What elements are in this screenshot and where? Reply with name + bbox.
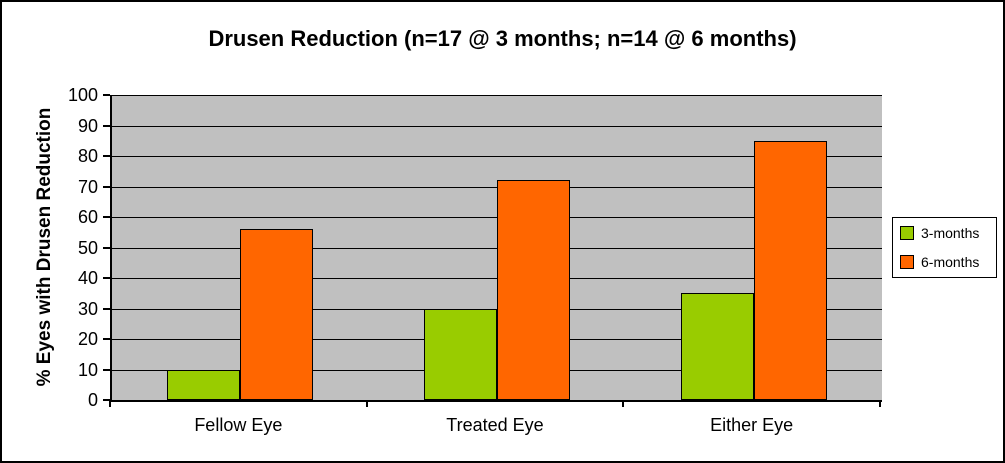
y-tick-label-70: 70 [77,176,98,197]
chart-title: Drusen Reduction (n=17 @ 3 months; n=14 … [208,26,797,51]
bar-6-months-fellow-eye [240,229,314,400]
bar-6-months-treated-eye [496,180,570,400]
bar-3-months-fellow-eye [167,369,241,400]
y-tick-label-100: 100 [67,85,98,105]
y-tick-label-0: 0 [87,390,98,410]
y-tick-mark [103,277,110,279]
y-tick-mark [103,368,110,371]
bar-group-treated-eye [369,95,626,400]
gridline-100 [112,95,882,96]
y-tick-label-40: 40 [77,268,98,288]
x-tick-mark [879,400,881,407]
legend-swatch-6-months [900,255,914,269]
category-label-either-eye: Either Eye [710,415,794,435]
category-label-treated-eye: Treated Eye [446,415,544,435]
y-tick-mark [103,399,110,401]
x-tick-mark [365,400,368,407]
legend-label-6-months: 6-months [921,254,980,270]
legend-item-3-months: 3-months [900,225,989,241]
category-label-fellow-eye: Fellow Eye [194,415,283,435]
y-tick-mark [103,185,110,188]
x-tick-mark [622,400,625,407]
y-tick-mark [103,307,110,310]
gridline-90 [112,125,882,127]
y-tick-label-80: 80 [77,146,98,166]
y-tick-mark [103,338,110,340]
bar-group-fellow-eye [112,95,369,400]
legend-swatch-3-months [900,226,914,240]
legend: 3-months 6-months [892,217,997,278]
y-tick-label-20: 20 [77,329,98,349]
y-tick-mark [103,155,110,157]
y-tick-mark [103,94,110,96]
bar-group-either-eye [625,95,882,400]
y-tick-mark [103,246,110,249]
y-tick-mark [103,124,110,127]
y-tick-label-60: 60 [77,207,98,227]
y-tick-label-90: 90 [77,115,98,136]
plot-area [110,95,882,402]
y-tick-label-30: 30 [77,298,98,319]
legend-item-6-months: 6-months [900,254,989,270]
gridline-80 [112,156,882,157]
y-tick-label-10: 10 [77,359,98,380]
y-tick-label-50: 50 [77,237,98,258]
bar-6-months-either-eye [753,140,827,400]
legend-label-3-months: 3-months [921,225,980,241]
y-tick-mark [103,216,110,218]
x-tick-mark [109,400,111,407]
bar-3-months-treated-eye [423,308,497,400]
bar-3-months-either-eye [680,293,754,400]
